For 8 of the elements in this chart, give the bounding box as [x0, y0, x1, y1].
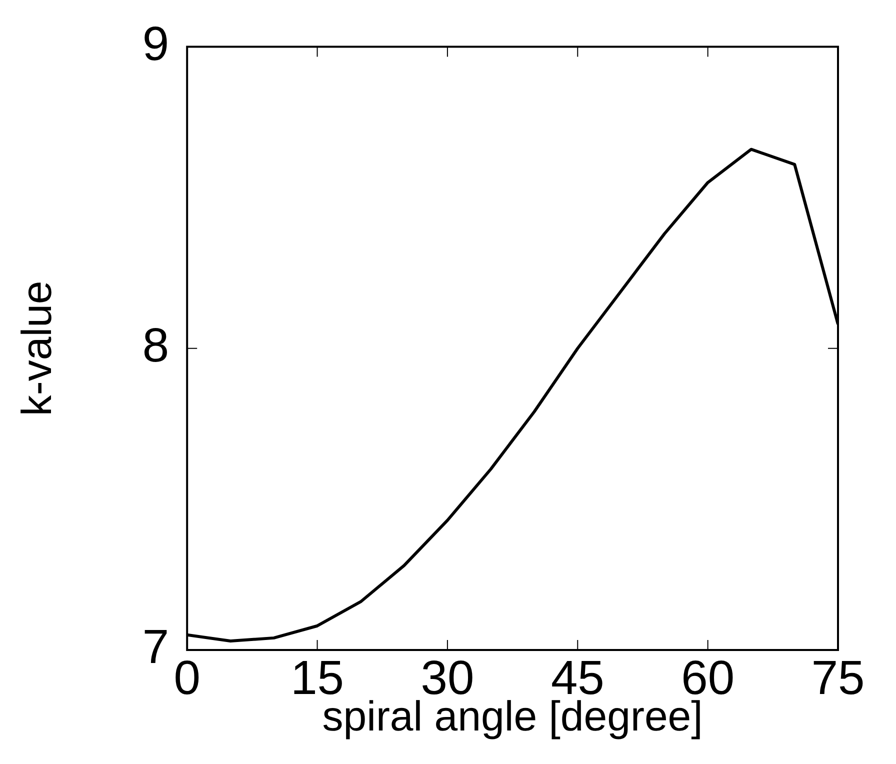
- y-tick-label: 9: [142, 18, 170, 72]
- x-tick-label: 30: [420, 652, 474, 706]
- x-tick-label: 0: [174, 652, 200, 706]
- y-axis-title: k-value: [12, 280, 60, 416]
- x-tick-label: 75: [811, 652, 865, 706]
- y-tick-label: 8: [142, 320, 170, 373]
- x-tick-label: 15: [290, 652, 344, 706]
- y-tick-label: 7: [142, 621, 170, 674]
